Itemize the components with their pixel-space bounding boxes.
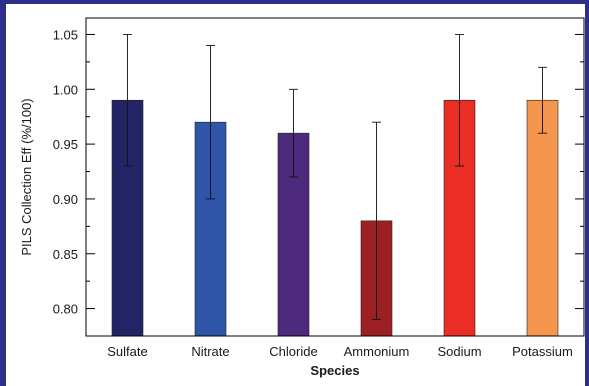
y-tick-label-0.90: 0.90 bbox=[53, 192, 78, 207]
x-tick-label-ammonium: Ammonium bbox=[344, 344, 410, 359]
x-tick-label-potassium: Potassium bbox=[512, 344, 573, 359]
bar-potassium bbox=[526, 99, 559, 337]
x-tick-label-chloride: Chloride bbox=[269, 344, 317, 359]
y-tick-label-0.80: 0.80 bbox=[53, 302, 78, 317]
x-tick-label-nitrate: Nitrate bbox=[191, 344, 229, 359]
x-axis-label: Species bbox=[310, 363, 359, 378]
y-axis-ticks: 0.80 0.85 0.90 0.95 1.00 1.05 bbox=[53, 27, 584, 317]
error-bar-ammonium bbox=[372, 121, 381, 321]
y-tick-label-1.00: 1.00 bbox=[53, 82, 78, 97]
x-tick-label-sodium: Sodium bbox=[437, 344, 481, 359]
y-axis-label: PILS Collection Eff (%/100) bbox=[19, 98, 34, 255]
y-tick-label-0.95: 0.95 bbox=[53, 137, 78, 152]
error-bar-potassium bbox=[538, 66, 547, 134]
error-bar-nitrate bbox=[206, 44, 215, 200]
y-tick-label-0.85: 0.85 bbox=[53, 247, 78, 262]
y-tick-label-1.05: 1.05 bbox=[53, 27, 78, 42]
x-axis-ticks: Sulfate Nitrate Chloride Ammonium Sodium Pota… bbox=[107, 344, 573, 359]
error-bars-group bbox=[123, 33, 547, 321]
error-bar-sulfate bbox=[123, 33, 132, 167]
error-bar-chloride bbox=[289, 88, 298, 178]
x-tick-label-sulfate: Sulfate bbox=[107, 344, 147, 359]
bars-group bbox=[111, 99, 559, 337]
error-bar-sodium bbox=[455, 33, 464, 167]
plot-area-border bbox=[85, 17, 585, 337]
